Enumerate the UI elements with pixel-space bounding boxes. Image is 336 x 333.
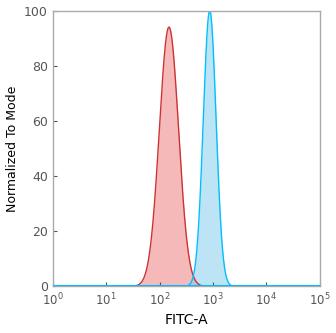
X-axis label: FITC-A: FITC-A bbox=[164, 313, 208, 327]
Y-axis label: Normalized To Mode: Normalized To Mode bbox=[6, 85, 18, 212]
